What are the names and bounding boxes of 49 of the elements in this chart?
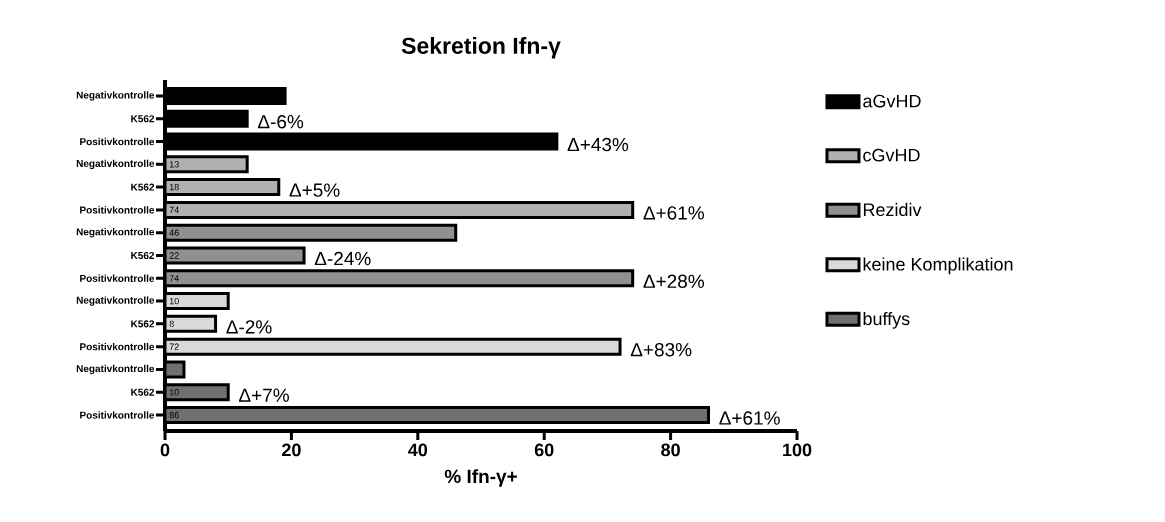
y-tick-label: Negativkontrolle (76, 364, 155, 375)
annotation: Δ-6% (257, 115, 304, 129)
x-tick-label: 100 (783, 443, 812, 457)
y-tick-label: Positivkontrolle (80, 342, 155, 351)
x-tick-label: 0 (160, 443, 170, 457)
annotation: Δ-2% (226, 320, 272, 334)
annotation: Δ+5% (289, 183, 340, 197)
data-label: 22 (169, 252, 179, 259)
y-tick-label: Positivkontrolle (80, 206, 155, 214)
x-tick-label: 20 (282, 443, 301, 457)
annotation: Δ+61% (719, 411, 780, 425)
data-label: 46 (169, 229, 179, 236)
annotation: Δ+28% (643, 274, 705, 289)
y-tick-label: K562 (131, 183, 155, 191)
x-axis-title: % Ifn-γ+ (444, 469, 517, 487)
y-tick-label: Negativkontrolle (76, 159, 155, 170)
y-tick-label: K562 (131, 320, 155, 328)
data-label: 10 (169, 297, 179, 305)
y-tick-label: Negativkontrolle (76, 228, 155, 238)
y-tick-label: Positivkontrolle (80, 274, 155, 282)
annotation: Δ+61% (643, 206, 705, 220)
x-tick-label: 60 (534, 443, 554, 457)
x-tick-label: 40 (408, 443, 428, 457)
legend-label: buffys (863, 311, 910, 329)
legend-label: Rezidiv (863, 202, 922, 217)
annotation: Δ-24% (314, 251, 371, 266)
data-label: 10 (169, 389, 179, 396)
annotation: Δ+83% (630, 342, 692, 357)
y-tick-label: K562 (131, 115, 155, 123)
data-label: 74 (169, 275, 179, 282)
chart-title: Sekretion Ifn-γ (401, 37, 561, 59)
y-tick-label: K562 (131, 388, 155, 396)
data-label: 13 (169, 161, 179, 168)
data-label: 74 (169, 206, 179, 214)
y-tick-label: Positivkontrolle (80, 411, 155, 419)
y-tick-label: Negativkontrolle (76, 91, 155, 101)
legend-label: cGvHD (863, 148, 920, 162)
y-tick-label: Positivkontrolle (80, 137, 155, 146)
x-tick-label: 80 (661, 443, 680, 457)
annotation: Δ+7% (238, 388, 289, 402)
y-tick-label: K562 (131, 251, 155, 260)
data-label: 72 (169, 343, 179, 350)
annotation: Δ+43% (567, 137, 629, 152)
legend-label: aGvHD (863, 94, 921, 108)
y-tick-label: Negativkontrolle (76, 296, 155, 306)
data-label: 86 (169, 411, 179, 419)
legend-label: keine Komplikation (863, 257, 1013, 275)
data-label: 18 (169, 183, 179, 191)
data-label: 8 (169, 320, 174, 328)
